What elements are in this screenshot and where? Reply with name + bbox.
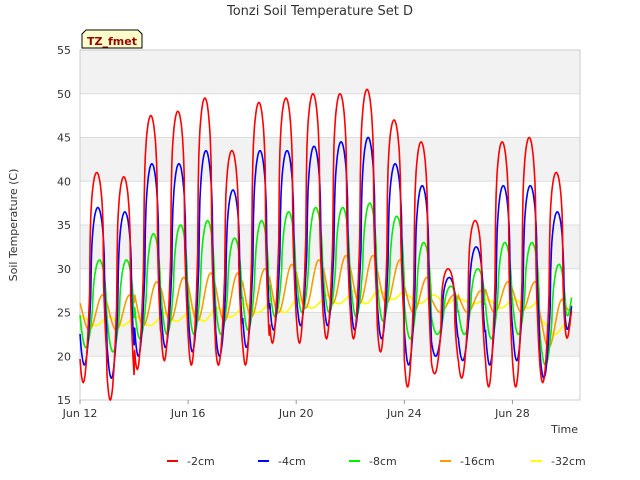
legend-label: -32cm (551, 455, 586, 468)
plot-band (80, 356, 580, 400)
x-tick-label: Jun 12 (62, 407, 98, 420)
series-line-16cmcm (79, 254, 573, 349)
y-axis-ticks: 15 20 25 30 35 40 45 50 55 (57, 44, 71, 407)
y-axis-label: Soil Temperature (C) (7, 169, 20, 282)
legend: -2cm -4cm -8cm -16cm -32cm (167, 455, 586, 468)
legend-label: -4cm (278, 455, 306, 468)
y-tick-label: 40 (57, 175, 71, 188)
x-tick-label: Jun 24 (386, 407, 422, 420)
series-line-2cmcm (79, 88, 573, 402)
x-tick-label: Jun 28 (494, 407, 530, 420)
chart-title: Tonzi Soil Temperature Set D (226, 4, 413, 19)
legend-label: -8cm (369, 455, 397, 468)
y-tick-label: 30 (57, 263, 71, 276)
y-tick-label: 25 (57, 307, 71, 320)
y-tick-label: 45 (57, 132, 71, 145)
x-axis-label: Time (550, 423, 578, 436)
legend-label: -16cm (460, 455, 495, 468)
annotation-tag: TZ_fmet (81, 29, 143, 49)
annotation-box (81, 29, 143, 49)
x-axis-ticks: Jun 12 Jun 16 Jun 20 Jun 24 Jun 28 (62, 400, 530, 420)
plot-frame (79, 49, 581, 401)
legend-label: -2cm (187, 455, 215, 468)
plot-band (80, 50, 580, 94)
x-tick-label: Jun 20 (278, 407, 314, 420)
series-line-8cmcm (79, 202, 573, 366)
y-tick-label: 15 (57, 394, 71, 407)
annotation-text: TZ_fmet (87, 35, 137, 48)
y-tick-label: 35 (57, 219, 71, 232)
plot-band (80, 93, 580, 138)
y-tick-label: 55 (57, 44, 71, 57)
series-line-4cmcm (79, 136, 573, 380)
series-layer (79, 88, 573, 402)
y-tick-label: 20 (57, 350, 71, 363)
plot-band (80, 225, 580, 269)
y-tick-label: 50 (57, 88, 71, 101)
x-tick-label: Jun 16 (170, 407, 206, 420)
